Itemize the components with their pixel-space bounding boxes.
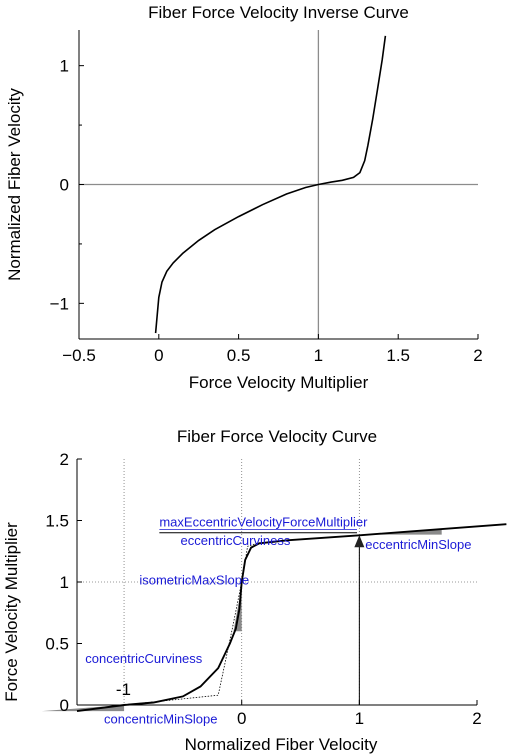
chart1-y-tick-label: 0 [60,176,69,195]
chart1-title: Fiber Force Velocity Inverse Curve [148,3,409,22]
chart1-x-tick-label: 0 [154,346,163,365]
chart2-y-tick-label: 2 [60,450,69,469]
chart1-x-tick-label: −0.5 [62,346,96,365]
force-velocity-curve-chart: Fiber Force Velocity Curve 0 1 2 0 0.5 1 1.5 2 ma… [2,427,507,754]
chart1-x-tick-label: 0.5 [227,346,251,365]
chart1-y-tick-label: 1 [60,57,69,76]
chart1-series-line [154,35,387,334]
chart2-y-tick-label: 0.5 [45,635,69,654]
chart2-slope-patch [233,585,242,632]
chart1-x-axis-label: Force Velocity Multiplier [189,373,369,392]
chart2-label-minus-one: -1 [116,680,131,699]
chart2-y-tick-label: 0 [60,696,69,715]
chart1-x-tick-label: 1.5 [386,346,410,365]
inverse-curve-chart: Fiber Force Velocity Inverse Curve −0.5 0 0… [5,3,483,392]
chart1-y-axis-label: Normalized Fiber Velocity [5,88,24,281]
chart2-annotation: eccentricCurviness [181,533,291,548]
chart2-construction-line [124,542,260,706]
chart2-y-axis-label: Force Velocity Multiplier [2,522,21,702]
chart1-x-tick-label: 2 [473,346,482,365]
chart1-y-tick-label: −1 [50,294,69,313]
chart2-slope-patch [41,705,125,712]
chart2-x-tick-label: 0 [237,709,246,728]
chart2-arrow-head [354,535,365,548]
chart2-x-axis-label: Normalized Fiber Velocity [185,735,378,754]
chart2-title: Fiber Force Velocity Curve [177,427,377,446]
chart2-annotation: eccentricMinSlope [365,537,471,552]
chart1-x-tick-label: 1 [314,346,323,365]
chart2-x-tick-label: 1 [355,709,364,728]
chart2-x-tick-label: 2 [472,709,481,728]
chart2-annotation: concentricMinSlope [104,711,217,726]
chart2-annotation: isometricMaxSlope [139,572,249,587]
chart2-annotation: concentricCurviness [85,651,203,666]
chart2-series-line [76,523,507,713]
chart2-y-tick-label: 1.5 [45,512,69,531]
chart2-y-tick-label: 1 [60,573,69,592]
chart2-annotation: maxEccentricVelocityForceMultiplier [159,515,368,530]
